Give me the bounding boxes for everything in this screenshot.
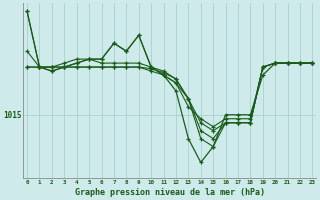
X-axis label: Graphe pression niveau de la mer (hPa): Graphe pression niveau de la mer (hPa) bbox=[75, 188, 265, 197]
